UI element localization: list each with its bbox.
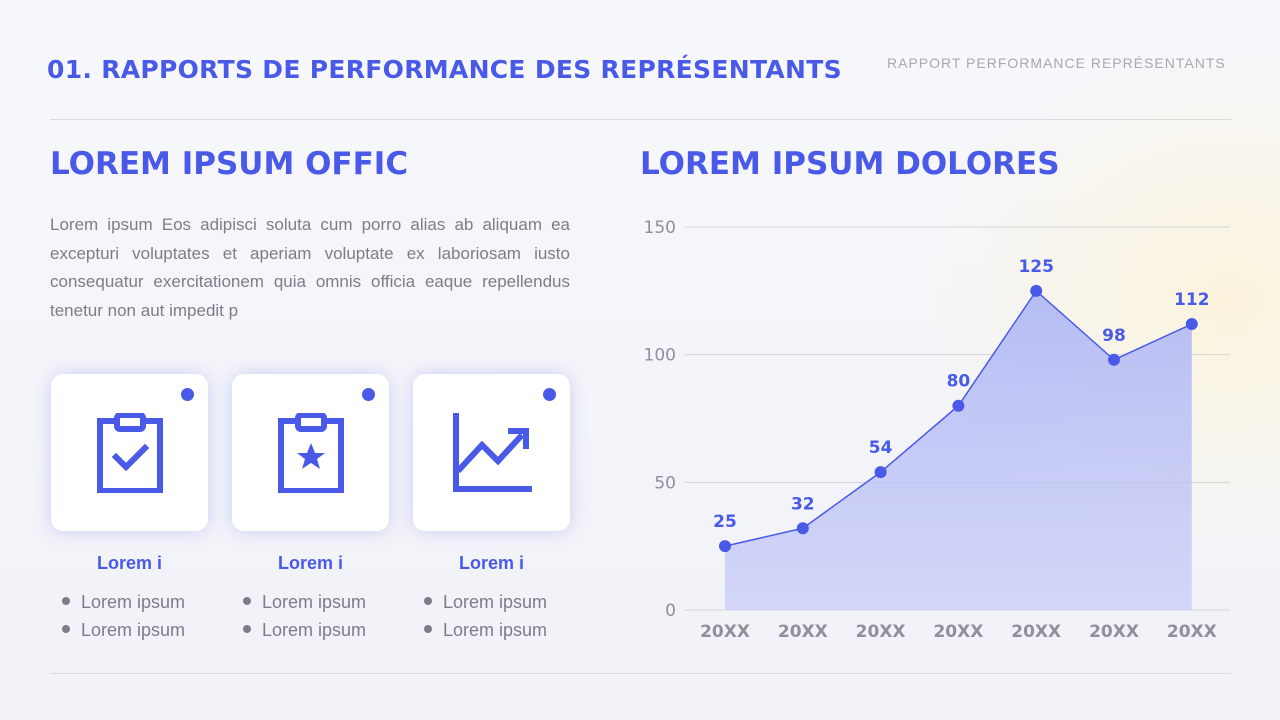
x-tick-label: 20XX bbox=[1011, 622, 1061, 642]
card-clipboard-check bbox=[51, 374, 208, 531]
card-list: Lorem ipsum Lorem ipsum bbox=[243, 588, 366, 644]
bullet-icon bbox=[243, 625, 251, 634]
bullet-icon bbox=[424, 597, 432, 606]
card-title: Lorem i bbox=[96, 553, 162, 573]
data-point bbox=[1185, 318, 1198, 331]
data-point bbox=[874, 466, 887, 479]
card-trend-chart bbox=[413, 374, 570, 531]
data-point bbox=[1030, 284, 1043, 297]
body-paragraph: Lorem ipsum Eos adipisci soluta cum porr… bbox=[50, 215, 570, 320]
data-point bbox=[952, 399, 965, 412]
bullet-icon bbox=[62, 625, 70, 634]
bullet-icon bbox=[424, 625, 432, 634]
x-tick-label: 20XX bbox=[1089, 622, 1139, 642]
x-tick-label: 20XX bbox=[933, 622, 983, 642]
data-label: 32 bbox=[791, 494, 815, 514]
top-divider bbox=[50, 119, 1231, 120]
data-label: 125 bbox=[1018, 257, 1053, 277]
bullet-icon bbox=[62, 597, 70, 606]
data-label: 98 bbox=[1102, 326, 1126, 346]
x-tick-label: 20XX bbox=[778, 622, 828, 642]
clipboard-star-icon bbox=[278, 413, 344, 493]
card-title: Lorem i bbox=[277, 553, 343, 573]
data-label: 54 bbox=[869, 438, 893, 458]
left-heading: LOREM IPSUM OFFIC bbox=[50, 146, 409, 182]
x-tick-label: 20XX bbox=[856, 622, 906, 642]
data-label: 25 bbox=[713, 512, 737, 532]
data-point bbox=[1108, 353, 1120, 366]
data-point bbox=[796, 522, 809, 535]
x-tick-label: 20XX bbox=[700, 622, 750, 642]
list-item: Lorem ipsum bbox=[424, 616, 547, 644]
card-indicator-dot bbox=[362, 388, 375, 401]
clipboard-check-icon bbox=[97, 413, 163, 493]
bullet-icon bbox=[243, 597, 251, 606]
chart-heading: LOREM IPSUM DOLORES bbox=[640, 146, 1060, 182]
area-fill bbox=[725, 290, 1192, 610]
trend-chart-icon bbox=[453, 413, 532, 492]
card-clipboard-star bbox=[232, 374, 389, 531]
list-item: Lorem ipsum bbox=[62, 588, 185, 616]
page-subtitle: RAPPORT PERFORMANCE REPRÉSENTANTS bbox=[887, 55, 1226, 71]
card-list: Lorem ipsum Lorem ipsum bbox=[62, 588, 185, 644]
y-tick-label: 50 bbox=[654, 473, 676, 493]
card-indicator-dot bbox=[543, 388, 556, 401]
list-item: Lorem ipsum bbox=[424, 588, 547, 616]
y-tick-label: 150 bbox=[644, 218, 676, 238]
page-title: 01. RAPPORTS DE PERFORMANCE DES REPRÉSEN… bbox=[47, 55, 842, 84]
card-title: Lorem i bbox=[458, 553, 524, 573]
list-item: Lorem ipsum bbox=[62, 616, 185, 644]
card-indicator-dot bbox=[181, 388, 194, 401]
y-tick-label: 0 bbox=[665, 601, 676, 621]
area-chart: 0 50 100 150 25 20XX 32 20XX 54 20XX 80 20XX 125 20XX… bbox=[644, 218, 1230, 642]
list-item: Lorem ipsum bbox=[243, 588, 366, 616]
data-label: 112 bbox=[1174, 290, 1210, 310]
list-item: Lorem ipsum bbox=[243, 616, 366, 644]
data-label: 80 bbox=[947, 372, 971, 392]
y-tick-label: 100 bbox=[644, 346, 676, 366]
x-tick-label: 20XX bbox=[1167, 622, 1217, 642]
bottom-divider bbox=[50, 673, 1231, 674]
data-point bbox=[719, 540, 731, 553]
card-list: Lorem ipsum Lorem ipsum bbox=[424, 588, 547, 644]
